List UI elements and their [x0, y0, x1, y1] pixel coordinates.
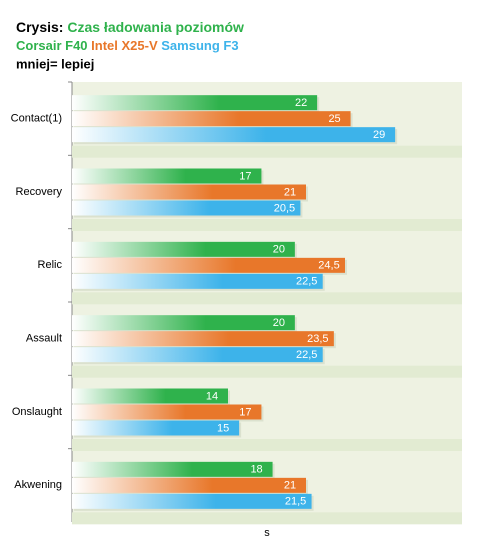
chart-title: Crysis: Czas ładowania poziomów: [16, 19, 244, 35]
bar: [72, 404, 262, 420]
bar: [72, 477, 306, 493]
title: Crysis:: [16, 19, 63, 35]
legend-entry: Samsung F3: [161, 38, 238, 53]
bar: [72, 95, 318, 111]
y-tick-label: Recovery: [16, 186, 63, 198]
stripe: [72, 512, 462, 525]
stripe: [72, 292, 462, 305]
value-label: 20: [273, 244, 285, 256]
stripe: [72, 439, 462, 451]
value-label: 20: [273, 317, 285, 329]
x-axis-label: s: [264, 527, 270, 539]
y-tick-label: Akwening: [14, 479, 62, 491]
value-label: 17: [239, 406, 251, 418]
y-tick-label: Relic: [38, 259, 63, 271]
bar: [72, 388, 228, 404]
bar: [72, 493, 312, 509]
bar: [72, 420, 240, 436]
bar: [72, 111, 351, 127]
value-label: 21: [284, 480, 296, 492]
value-label: 15: [217, 422, 229, 434]
bar: [72, 315, 295, 331]
bar: [72, 257, 345, 273]
y-tick-label: Assault: [26, 333, 62, 345]
value-label: 24,5: [318, 260, 339, 272]
value-label: 14: [206, 390, 218, 402]
note: mniej= lepiej: [16, 56, 94, 71]
legend-entry: Intel X25-V: [91, 38, 158, 53]
value-label: 17: [239, 170, 251, 182]
value-label: 21,5: [285, 496, 306, 508]
y-tick-label: Onslaught: [12, 406, 62, 418]
value-label: 22,5: [296, 276, 317, 288]
bar: [72, 347, 323, 363]
bar: [72, 273, 323, 289]
bar: [72, 168, 262, 184]
bar: [72, 241, 295, 257]
value-label: 23,5: [307, 333, 328, 345]
bar: [72, 200, 301, 216]
value-label: 21: [284, 186, 296, 198]
stripe: [72, 145, 462, 158]
stripe: [72, 365, 462, 378]
value-label: 22,5: [296, 349, 317, 361]
value-label: 29: [373, 129, 385, 141]
bar: [72, 184, 306, 200]
value-label: 20,5: [274, 202, 295, 214]
legend: Corsair F40 Intel X25-V Samsung F3: [16, 38, 239, 53]
value-label: 25: [328, 113, 340, 125]
bar: [72, 331, 334, 347]
bar: [72, 127, 396, 143]
subtitle: Czas ładowania poziomów: [67, 19, 244, 35]
legend-entry: Corsair F40: [16, 38, 88, 53]
value-label: 22: [295, 97, 307, 109]
y-tick-label: Contact(1): [11, 113, 62, 125]
bar: [72, 461, 273, 477]
value-label: 18: [250, 464, 262, 476]
stripe: [72, 219, 462, 231]
